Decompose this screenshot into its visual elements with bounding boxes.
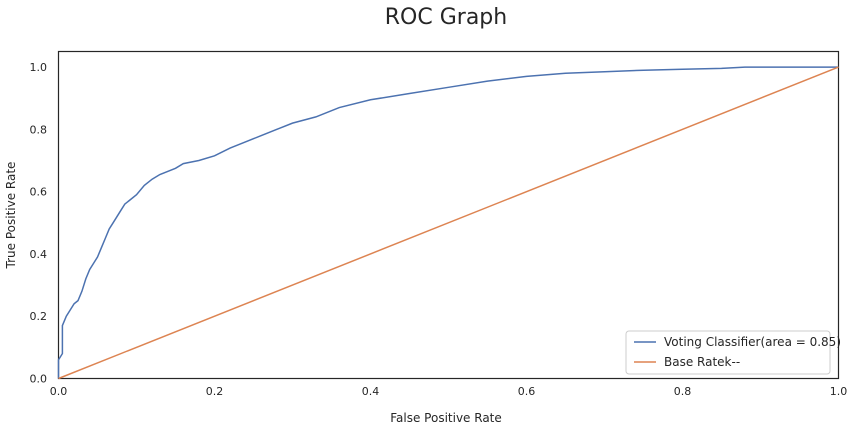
x-tick-label: 0.8 <box>674 385 692 398</box>
plot-frame <box>57 50 840 380</box>
y-tick-label: 0.4 <box>30 248 48 261</box>
y-tick-label: 0.0 <box>30 373 48 386</box>
y-axis-label: True Positive Rate <box>4 162 18 270</box>
x-axis-ticks: 0.0 0.2 0.4 0.6 0.8 1.0 <box>50 385 848 398</box>
legend-label-voting-classifier: Voting Classifier(area = 0.85) <box>664 335 841 349</box>
series-line-base-rate <box>58 66 839 380</box>
legend: Voting Classifier(area = 0.85) Base Rate… <box>625 330 841 375</box>
y-tick-label: 0.2 <box>30 310 48 323</box>
x-tick-label: 1.0 <box>830 385 848 398</box>
x-tick-label: 0.6 <box>518 385 536 398</box>
chart-title: ROC Graph <box>385 5 507 30</box>
x-tick-label: 0.2 <box>206 385 224 398</box>
y-tick-label: 1.0 <box>30 61 48 74</box>
series-layer <box>57 66 839 380</box>
x-tick-label: 0.0 <box>50 385 68 398</box>
series-line-voting-classifier <box>57 66 839 379</box>
y-tick-label: 0.8 <box>30 123 48 136</box>
legend-label-base-rate: Base Ratek-- <box>664 355 740 369</box>
x-tick-label: 0.4 <box>362 385 380 398</box>
legend-box <box>625 330 831 375</box>
plot-area <box>57 50 840 380</box>
x-axis-label: False Positive Rate <box>390 411 502 425</box>
y-axis-ticks: 0.0 0.2 0.4 0.6 0.8 1.0 <box>30 61 48 385</box>
y-tick-label: 0.6 <box>30 186 48 199</box>
